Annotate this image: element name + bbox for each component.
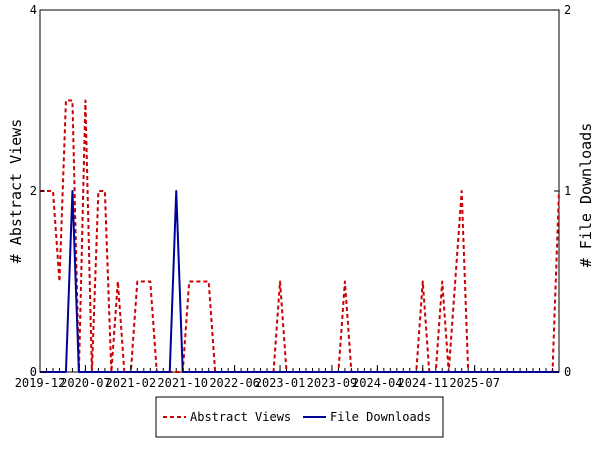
legend-box xyxy=(155,396,444,438)
x-tick-label: 2025-07 xyxy=(449,376,500,390)
y-axis-left-title: # Abstract Views xyxy=(7,119,25,264)
legend-label-file-downloads: File Downloads xyxy=(330,410,431,424)
y-axis-right-title: # File Downloads xyxy=(577,123,595,268)
y-right-tick-label: 1 xyxy=(564,184,571,198)
x-tick-label: 2021-10 xyxy=(157,376,208,390)
plot-area xyxy=(39,9,560,373)
x-tick-label: 2021-02 xyxy=(106,376,157,390)
y-left-tick-label: 2 xyxy=(30,184,37,198)
x-tick-label: 2023-01 xyxy=(255,376,306,390)
y-right-tick-label: 2 xyxy=(564,3,571,17)
legend-label-abstract-views: Abstract Views xyxy=(190,410,291,424)
y-axis-right: 0 1 2 xyxy=(554,3,571,379)
x-tick-label: 2024-11 xyxy=(397,376,448,390)
y-axis-left: 0 2 4 xyxy=(30,3,45,379)
legend: Abstract Views File Downloads xyxy=(155,396,444,438)
x-tick-label: 2020-07 xyxy=(60,376,111,390)
x-tick-label: 2022-06 xyxy=(209,376,260,390)
x-tick-label: 2024-04 xyxy=(352,376,403,390)
y-left-tick-label: 4 xyxy=(30,3,37,17)
x-tick-label: 2019-12 xyxy=(15,376,66,390)
x-tick-label: 2023-09 xyxy=(307,376,358,390)
y-right-tick-label: 0 xyxy=(564,365,571,379)
y-left-tick-label: 0 xyxy=(30,365,37,379)
